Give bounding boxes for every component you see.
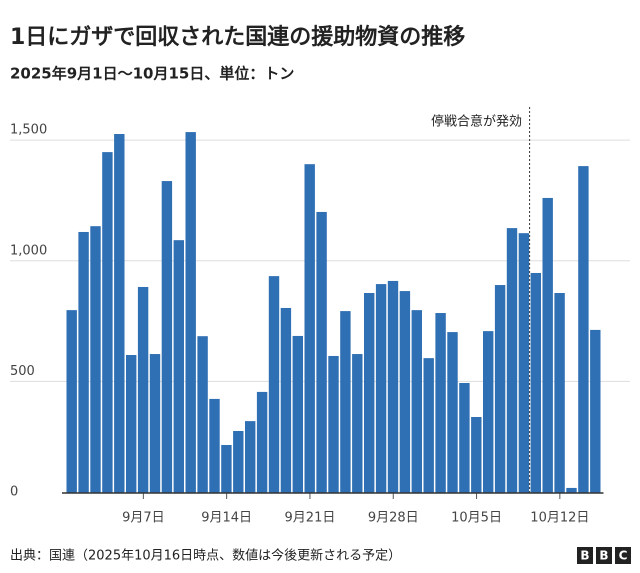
chart-title: 1日にガザで回収された国連の援助物資の推移	[10, 24, 465, 50]
bar	[542, 197, 553, 494]
bar	[114, 134, 125, 493]
bar	[66, 310, 77, 493]
bar	[149, 354, 161, 493]
annotation: 停戦合意が発効	[431, 114, 522, 130]
bar	[90, 226, 101, 494]
bar	[530, 272, 541, 493]
bar	[364, 293, 375, 493]
bar	[185, 132, 196, 493]
bar	[256, 391, 268, 493]
bar	[340, 311, 351, 493]
x-tick-label: 10月5日	[451, 511, 502, 526]
bar	[328, 355, 339, 493]
bar	[483, 331, 494, 493]
y-tick-label: 1,500	[10, 123, 47, 138]
x-tick-label: 9月7日	[122, 511, 165, 526]
bar	[78, 231, 89, 493]
y-tick-label: 500	[10, 364, 35, 379]
y-tick-label: 1,000	[10, 243, 47, 258]
bar	[590, 329, 601, 493]
bar	[447, 332, 458, 493]
bar	[352, 354, 363, 493]
bar	[233, 430, 244, 493]
bar	[435, 313, 446, 493]
x-tick-label: 9月21日	[285, 511, 336, 526]
bar	[209, 398, 220, 493]
bar	[102, 152, 113, 493]
logo-box	[577, 547, 593, 564]
logo-letter: C	[619, 549, 628, 563]
bar	[268, 276, 280, 493]
bar	[506, 228, 518, 494]
logo-box	[615, 547, 631, 564]
bar	[137, 286, 149, 493]
bar	[459, 382, 470, 493]
logo-box	[596, 547, 612, 564]
bar	[375, 284, 387, 493]
bar	[161, 181, 173, 493]
bar	[126, 355, 137, 493]
bar	[494, 285, 506, 493]
x-tick-label: 9月28日	[368, 511, 419, 526]
bar	[245, 421, 256, 493]
bar	[280, 307, 292, 493]
x-tick-label: 9月14日	[201, 511, 252, 526]
bar	[292, 335, 303, 493]
bar	[554, 293, 565, 493]
bar	[423, 358, 434, 493]
bar	[304, 164, 315, 493]
bar	[387, 280, 399, 493]
bar	[399, 291, 411, 493]
chart-subtitle: 2025年9月1日～10月15日、単位：トン	[10, 65, 294, 83]
y-tick-label: 0	[10, 485, 18, 500]
bar	[471, 417, 482, 493]
bar	[221, 444, 232, 493]
bar	[518, 233, 530, 493]
source: 出典：国連（2025年10月16日時点、数値は今後更新される予定）	[10, 548, 401, 564]
bar	[578, 166, 589, 493]
bar	[411, 310, 422, 493]
logo: B B C	[577, 547, 631, 564]
logo-letter: B	[599, 549, 608, 563]
bar	[316, 211, 327, 493]
logo-letter: B	[580, 549, 589, 563]
bar	[197, 336, 208, 493]
x-tick-label: 10月12日	[530, 511, 589, 526]
bar	[173, 240, 184, 493]
bar	[566, 487, 577, 493]
